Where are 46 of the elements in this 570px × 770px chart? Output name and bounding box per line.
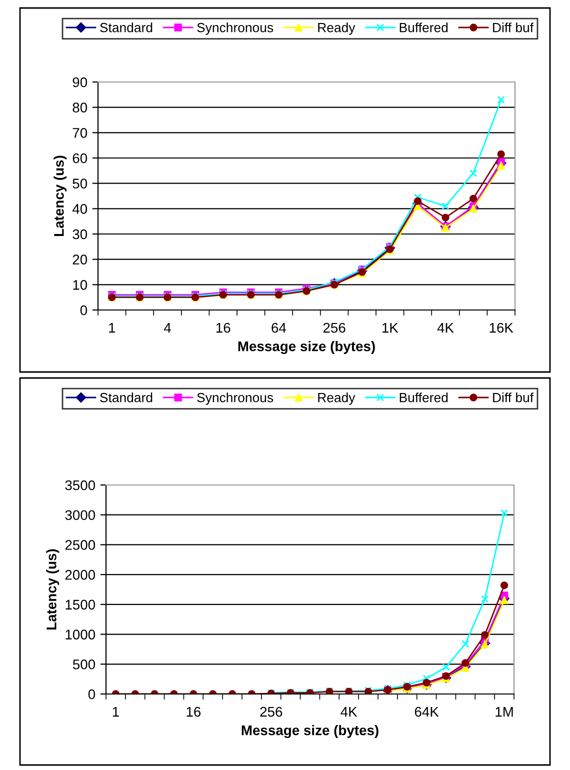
legend-label: Synchronous — [197, 392, 274, 405]
legend-label: Diff buf — [493, 22, 534, 32]
y-tick-label: 2500 — [65, 540, 96, 550]
legend-label: Diff buf — [493, 392, 534, 402]
x-tick-label: 256 — [260, 706, 282, 717]
legend-label: Synchronous — [197, 22, 274, 35]
y-tick-label: 500 — [72, 659, 96, 670]
y-axis-title: Latency (us) — [46, 549, 60, 630]
x-tick-label: 64K — [414, 706, 439, 717]
y-tick-label: 60 — [72, 153, 88, 164]
legend-label: Standard — [100, 392, 152, 402]
x-tick-label: 16 — [186, 706, 201, 717]
y-tick-label: 0 — [88, 689, 96, 700]
x-tick-label: 1 — [112, 707, 119, 717]
y-tick-label: 70 — [72, 128, 88, 138]
x-tick-label: 16 — [216, 322, 230, 333]
x-axis-title: Message size (bytes) — [242, 725, 378, 738]
y-axis-title: Latency (us) — [54, 156, 67, 236]
y-tick-label: 3000 — [65, 510, 96, 520]
y-tick-label: 2000 — [65, 570, 96, 580]
y-tick-label: 0 — [80, 305, 88, 316]
y-tick-label: 30 — [72, 229, 88, 240]
y-tick-label: 80 — [72, 102, 88, 113]
y-tick-label: 3500 — [65, 480, 96, 490]
x-tick-label: 4 — [164, 323, 171, 333]
y-tick-label: 20 — [72, 254, 88, 265]
y-tick-label: 50 — [72, 178, 88, 189]
y-tick-label: 10 — [73, 280, 88, 290]
x-tick-label: 4K — [437, 323, 454, 333]
x-tick-label: 1 — [109, 323, 116, 333]
y-tick-label: 90 — [72, 77, 88, 88]
x-axis-title: Message size (bytes) — [238, 341, 375, 354]
legend-label: Ready — [318, 392, 356, 405]
x-tick-label: 1M — [496, 707, 513, 717]
x-tick-label: 64 — [272, 322, 286, 333]
legend-label: Ready — [318, 22, 356, 35]
y-tick-label: 1000 — [66, 630, 96, 640]
x-tick-label: 1K — [382, 323, 398, 333]
x-tick-label: 16K — [490, 322, 514, 333]
y-tick-label: 1500 — [66, 600, 96, 610]
legend-label: Buffered — [400, 392, 448, 402]
y-tick-label: 40 — [72, 204, 88, 214]
legend-label: Standard — [100, 22, 152, 32]
x-tick-label: 256 — [323, 322, 346, 333]
legend-label: Buffered — [400, 22, 448, 32]
x-tick-label: 4K — [340, 707, 358, 717]
